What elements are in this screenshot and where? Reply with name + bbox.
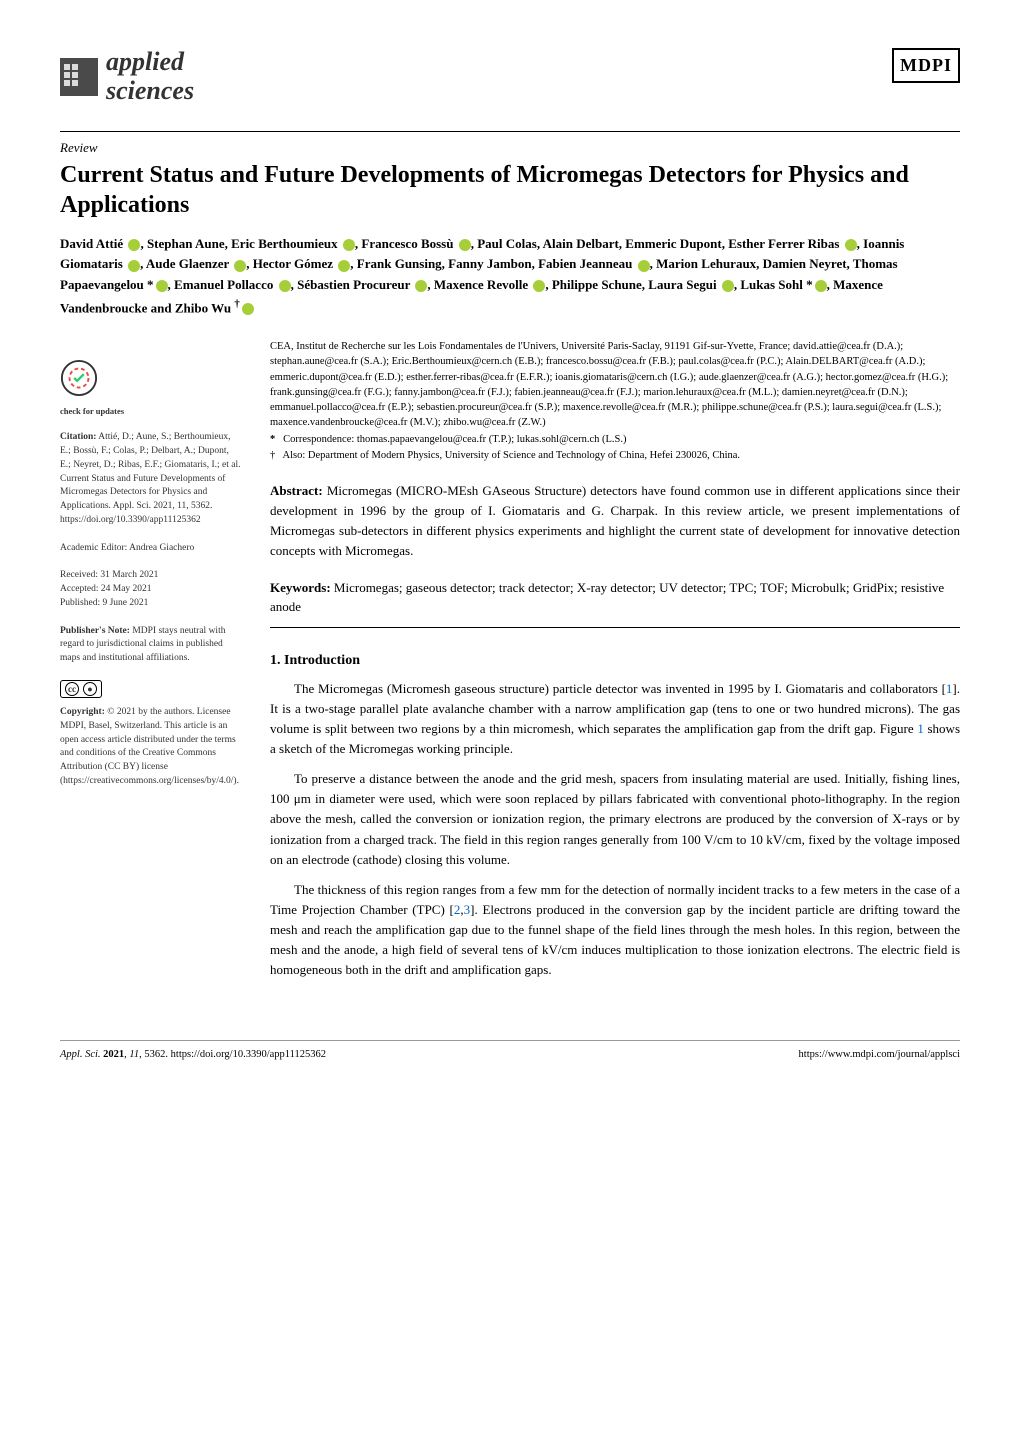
academic-editor: Academic Editor: Andrea Giachero <box>60 542 242 556</box>
orcid-icon <box>234 260 246 272</box>
page-footer: Appl. Sci. 2021, 11, 5362. https://doi.o… <box>60 1040 960 1063</box>
orcid-icon <box>459 239 471 251</box>
check-updates-label: check for updates <box>60 405 242 417</box>
ref-link[interactable]: 2 <box>454 902 461 917</box>
orcid-icon <box>638 260 650 272</box>
also-line: † Also: Department of Modern Physics, Un… <box>270 448 960 463</box>
orcid-icon <box>338 260 350 272</box>
affiliation-main: CEA, Institut de Recherche sur les Lois … <box>270 339 960 430</box>
abstract-text: Micromegas (MICRO-MEsh GAseous Structure… <box>270 483 960 558</box>
footer-right: https://www.mdpi.com/journal/applsci <box>799 1047 960 1063</box>
orcid-icon <box>415 280 427 292</box>
cc-license-badge: cc ● <box>60 680 242 698</box>
main-content: check for updates Citation: Attié, D.; A… <box>60 339 960 990</box>
article-type: Review <box>60 138 960 158</box>
date-accepted: Accepted: 24 May 2021 <box>60 583 242 597</box>
article-title: Current Status and Future Developments o… <box>60 160 960 220</box>
orcid-icon <box>279 280 291 292</box>
publisher-note: Publisher's Note: MDPI stays neutral wit… <box>60 625 242 666</box>
abstract-label: Abstract: <box>270 483 323 498</box>
copyright-block: Copyright: © 2021 by the authors. Licens… <box>60 706 242 789</box>
body-paragraph: The thickness of this region ranges from… <box>270 880 960 981</box>
publisher-note-label: Publisher's Note: <box>60 626 130 636</box>
section-divider <box>270 627 960 628</box>
main-column: CEA, Institut de Recherche sur les Lois … <box>270 339 960 990</box>
copyright-text: © 2021 by the authors. Licensee MDPI, Ba… <box>60 707 239 786</box>
ref-link[interactable]: 1 <box>946 681 953 696</box>
body-paragraph: To preserve a distance between the anode… <box>270 769 960 870</box>
keywords: Keywords: Micromegas; gaseous detector; … <box>270 578 960 617</box>
header-rule <box>60 131 960 132</box>
check-updates-widget[interactable]: check for updates <box>60 359 242 417</box>
publisher-logo: MDPI <box>892 48 960 83</box>
citation-label: Citation: <box>60 432 96 442</box>
citation-text: Attié, D.; Aune, S.; Berthoumieux, E.; B… <box>60 432 241 525</box>
orcid-icon <box>242 303 254 315</box>
by-icon: ● <box>83 682 97 696</box>
date-received: Received: 31 March 2021 <box>60 569 242 583</box>
orcid-icon <box>722 280 734 292</box>
journal-name-line2: sciences <box>106 77 194 106</box>
body-paragraph: The Micromegas (Micromesh gaseous struct… <box>270 679 960 760</box>
orcid-icon <box>533 280 545 292</box>
fig-link[interactable]: 1 <box>917 721 924 736</box>
sidebar: check for updates Citation: Attié, D.; A… <box>60 339 242 990</box>
date-published: Published: 9 June 2021 <box>60 597 242 611</box>
orcid-icon <box>128 260 140 272</box>
cc-icon: cc <box>65 682 79 696</box>
journal-name: applied sciences <box>106 48 194 105</box>
copyright-label: Copyright: <box>60 707 105 717</box>
affiliations: CEA, Institut de Recherche sur les Lois … <box>270 339 960 463</box>
orcid-icon <box>343 239 355 251</box>
keywords-text: Micromegas; gaseous detector; track dete… <box>270 580 944 615</box>
keywords-label: Keywords: <box>270 580 331 595</box>
orcid-icon <box>128 239 140 251</box>
header: applied sciences MDPI <box>60 48 960 105</box>
journal-name-line1: applied <box>106 48 194 77</box>
orcid-icon <box>156 280 168 292</box>
section-heading: 1. Introduction <box>270 650 960 671</box>
abstract: Abstract: Micromegas (MICRO-MEsh GAseous… <box>270 481 960 562</box>
journal-logo: applied sciences <box>60 48 194 105</box>
citation-block: Citation: Attié, D.; Aune, S.; Berthoumi… <box>60 431 242 527</box>
footer-left: Appl. Sci. 2021, 11, 5362. https://doi.o… <box>60 1047 326 1063</box>
authors-list: David Attié , Stephan Aune, Eric Berthou… <box>60 234 960 320</box>
orcid-icon <box>815 280 827 292</box>
correspondence-line: * Correspondence: thomas.papaevangelou@c… <box>270 432 960 447</box>
check-updates-icon <box>60 359 98 397</box>
dates-block: Received: 31 March 2021 Accepted: 24 May… <box>60 569 242 610</box>
journal-icon <box>60 58 98 96</box>
orcid-icon <box>845 239 857 251</box>
ref-link[interactable]: 3 <box>464 902 471 917</box>
